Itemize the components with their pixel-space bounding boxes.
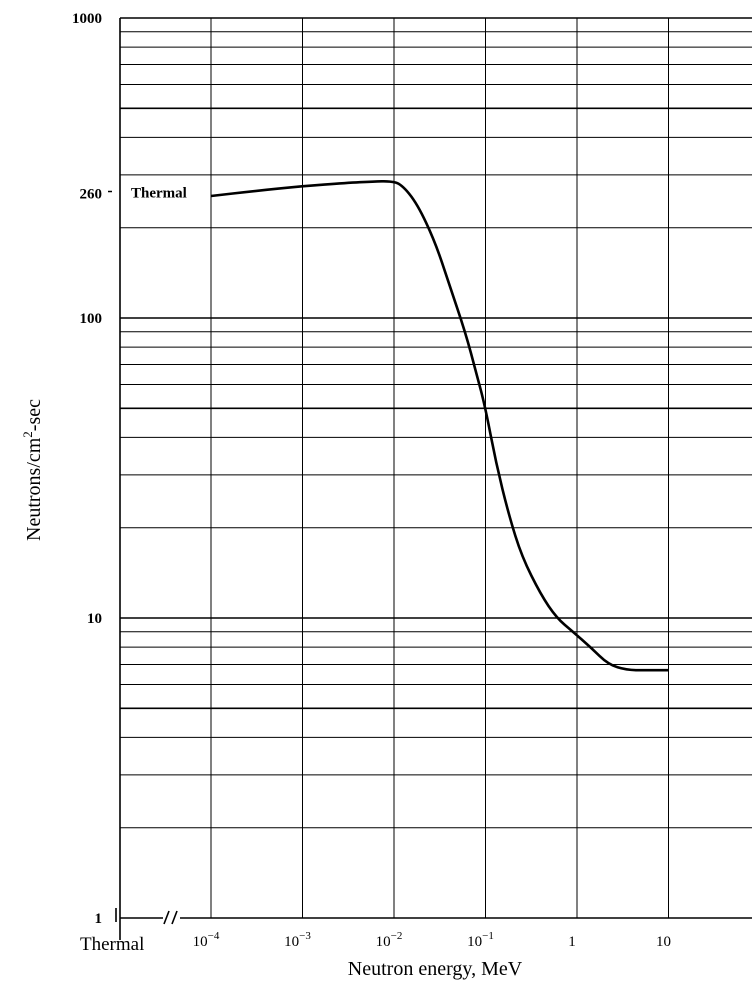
y-axis-title-main: Neutrons/cm: [23, 437, 45, 541]
labels: Thermal Neutron energy, MeV Neutrons/cm2…: [20, 11, 671, 980]
y-tick-label: 1000: [72, 11, 102, 27]
axes: [115, 18, 752, 940]
y-axis-title-tail: -sec: [23, 399, 45, 431]
grid: [120, 17, 752, 918]
y-tick-label: 1: [95, 911, 103, 927]
y-tick-label: 10: [87, 611, 102, 627]
y-tick-label: 100: [80, 311, 103, 327]
x-tick-label: 1: [568, 934, 576, 950]
x-tick-label: 10−1: [467, 930, 494, 950]
x-tick-label: 10−2: [376, 930, 403, 950]
y-axis-title-superscript: 2: [20, 431, 35, 438]
x-tick-label: 10−4: [193, 930, 220, 950]
x-axis-title: Neutron energy, MeV: [348, 958, 523, 980]
y-axis-title: Neutrons/cm2-sec: [20, 399, 45, 541]
x-axis-thermal-label: Thermal: [80, 934, 144, 955]
y-tick-label: 260: [80, 187, 103, 203]
series-line: [210, 179, 669, 672]
x-tick-label: 10−3: [284, 930, 311, 950]
thermal-annotation: Thermal: [131, 186, 187, 202]
x-tick-label: 10: [656, 934, 671, 950]
axis-break-mark: [163, 910, 170, 925]
axis-break-mark: [171, 910, 178, 925]
series: [210, 179, 669, 672]
